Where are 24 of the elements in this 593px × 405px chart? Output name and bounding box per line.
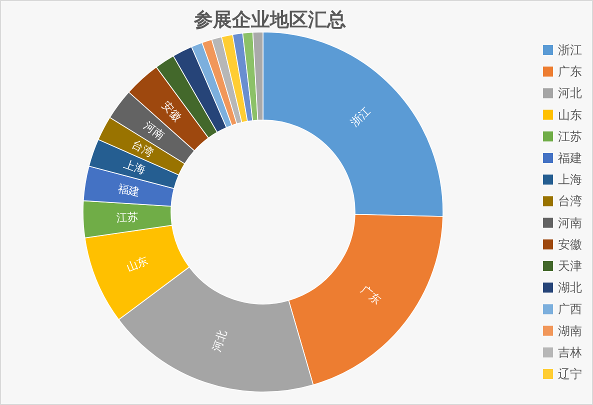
slice-label: 上海 (122, 157, 148, 177)
legend-label: 山东 (558, 108, 582, 122)
legend-label: 台湾 (558, 194, 582, 208)
legend-label: 河北 (558, 86, 582, 100)
legend-label: 河南 (558, 216, 582, 230)
legend-label: 广西 (558, 302, 582, 316)
legend-label: 辽宁 (558, 367, 582, 381)
slice-label: 福建 (116, 182, 141, 198)
legend-label: 天津 (558, 259, 582, 273)
slice-label: 浙江 (348, 104, 373, 130)
legend-label: 湖南 (558, 324, 582, 338)
legend-label: 福建 (558, 151, 582, 165)
slice-label: 河北 (210, 328, 230, 354)
slice-label: 广东 (358, 283, 384, 307)
legend-label: 安徽 (558, 237, 582, 252)
slice-label: 山东 (124, 254, 150, 274)
legend-label: 吉林 (558, 345, 582, 360)
legend-label: 广东 (558, 64, 582, 79)
slice-label: 江苏 (116, 210, 138, 224)
legend-label: 浙江 (558, 43, 582, 57)
legend-label: 湖北 (558, 280, 582, 295)
chart-title: 参展企业地区汇总 (193, 9, 346, 31)
legend-label: 上海 (558, 172, 582, 187)
legend-label: 江苏 (558, 129, 582, 144)
